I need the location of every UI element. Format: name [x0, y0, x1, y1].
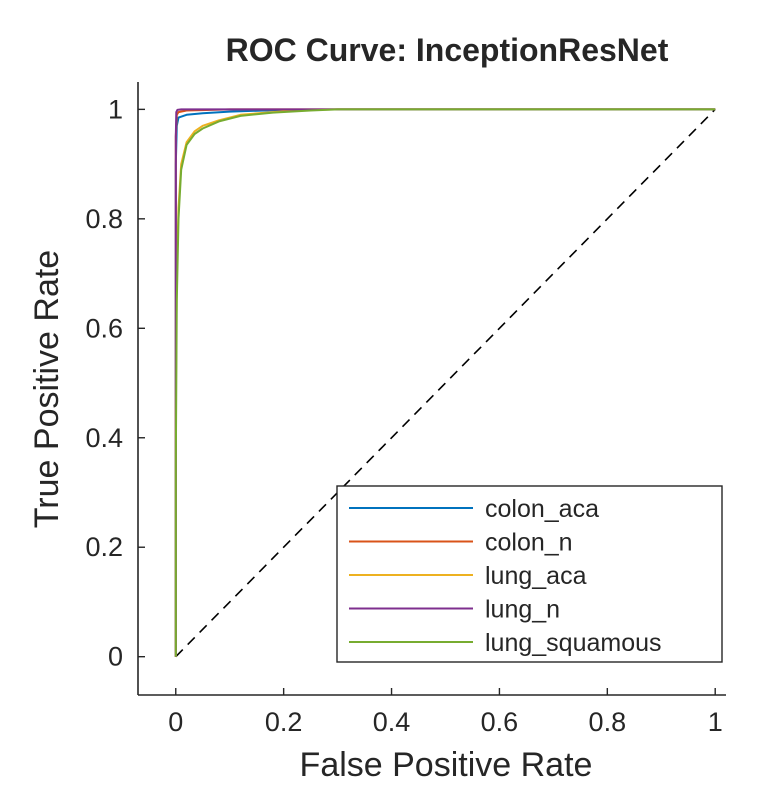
legend-label-colon_aca: colon_aca	[485, 495, 599, 523]
y-tick-label: 0.6	[85, 313, 123, 343]
chart-title: ROC Curve: InceptionResNet	[226, 32, 669, 68]
y-axis-label: True Positive Rate	[28, 250, 66, 528]
series-line-lung_n	[174, 108, 716, 657]
x-tick-label: 0.8	[589, 707, 627, 737]
axes: 0 0.2 0.4 0.6 0.8 1 0 0.2 0.4 0.6 0.8 1	[85, 82, 726, 737]
legend-label-lung_n: lung_n	[485, 596, 560, 624]
y-tick-label: 0	[108, 642, 123, 672]
y-tick-label: 1	[108, 94, 123, 124]
x-tick-label: 1	[708, 707, 723, 737]
reference-diagonal-line	[175, 108, 716, 658]
legend-label-colon_n: colon_n	[485, 529, 573, 557]
x-tick-label: 0.2	[265, 707, 303, 737]
y-tick-label: 0.4	[85, 423, 123, 453]
x-tick-label: 0	[168, 707, 183, 737]
y-tick-label: 0.8	[85, 204, 123, 234]
legend: colon_aca colon_n lung_aca lung_n lung_squam…	[336, 485, 723, 663]
series-layer	[174, 108, 716, 657]
x-tick-label: 0.4	[373, 707, 411, 737]
legend-label-lung_aca: lung_aca	[485, 562, 587, 590]
legend-label-lung_squamous: lung_squamous	[485, 629, 662, 657]
series-line-lung_squamous	[174, 108, 716, 657]
reference-line-layer	[175, 108, 716, 658]
x-axis-label: False Positive Rate	[300, 746, 593, 784]
y-tick-label: 0.2	[85, 532, 123, 562]
x-tick-label: 0.6	[481, 707, 519, 737]
